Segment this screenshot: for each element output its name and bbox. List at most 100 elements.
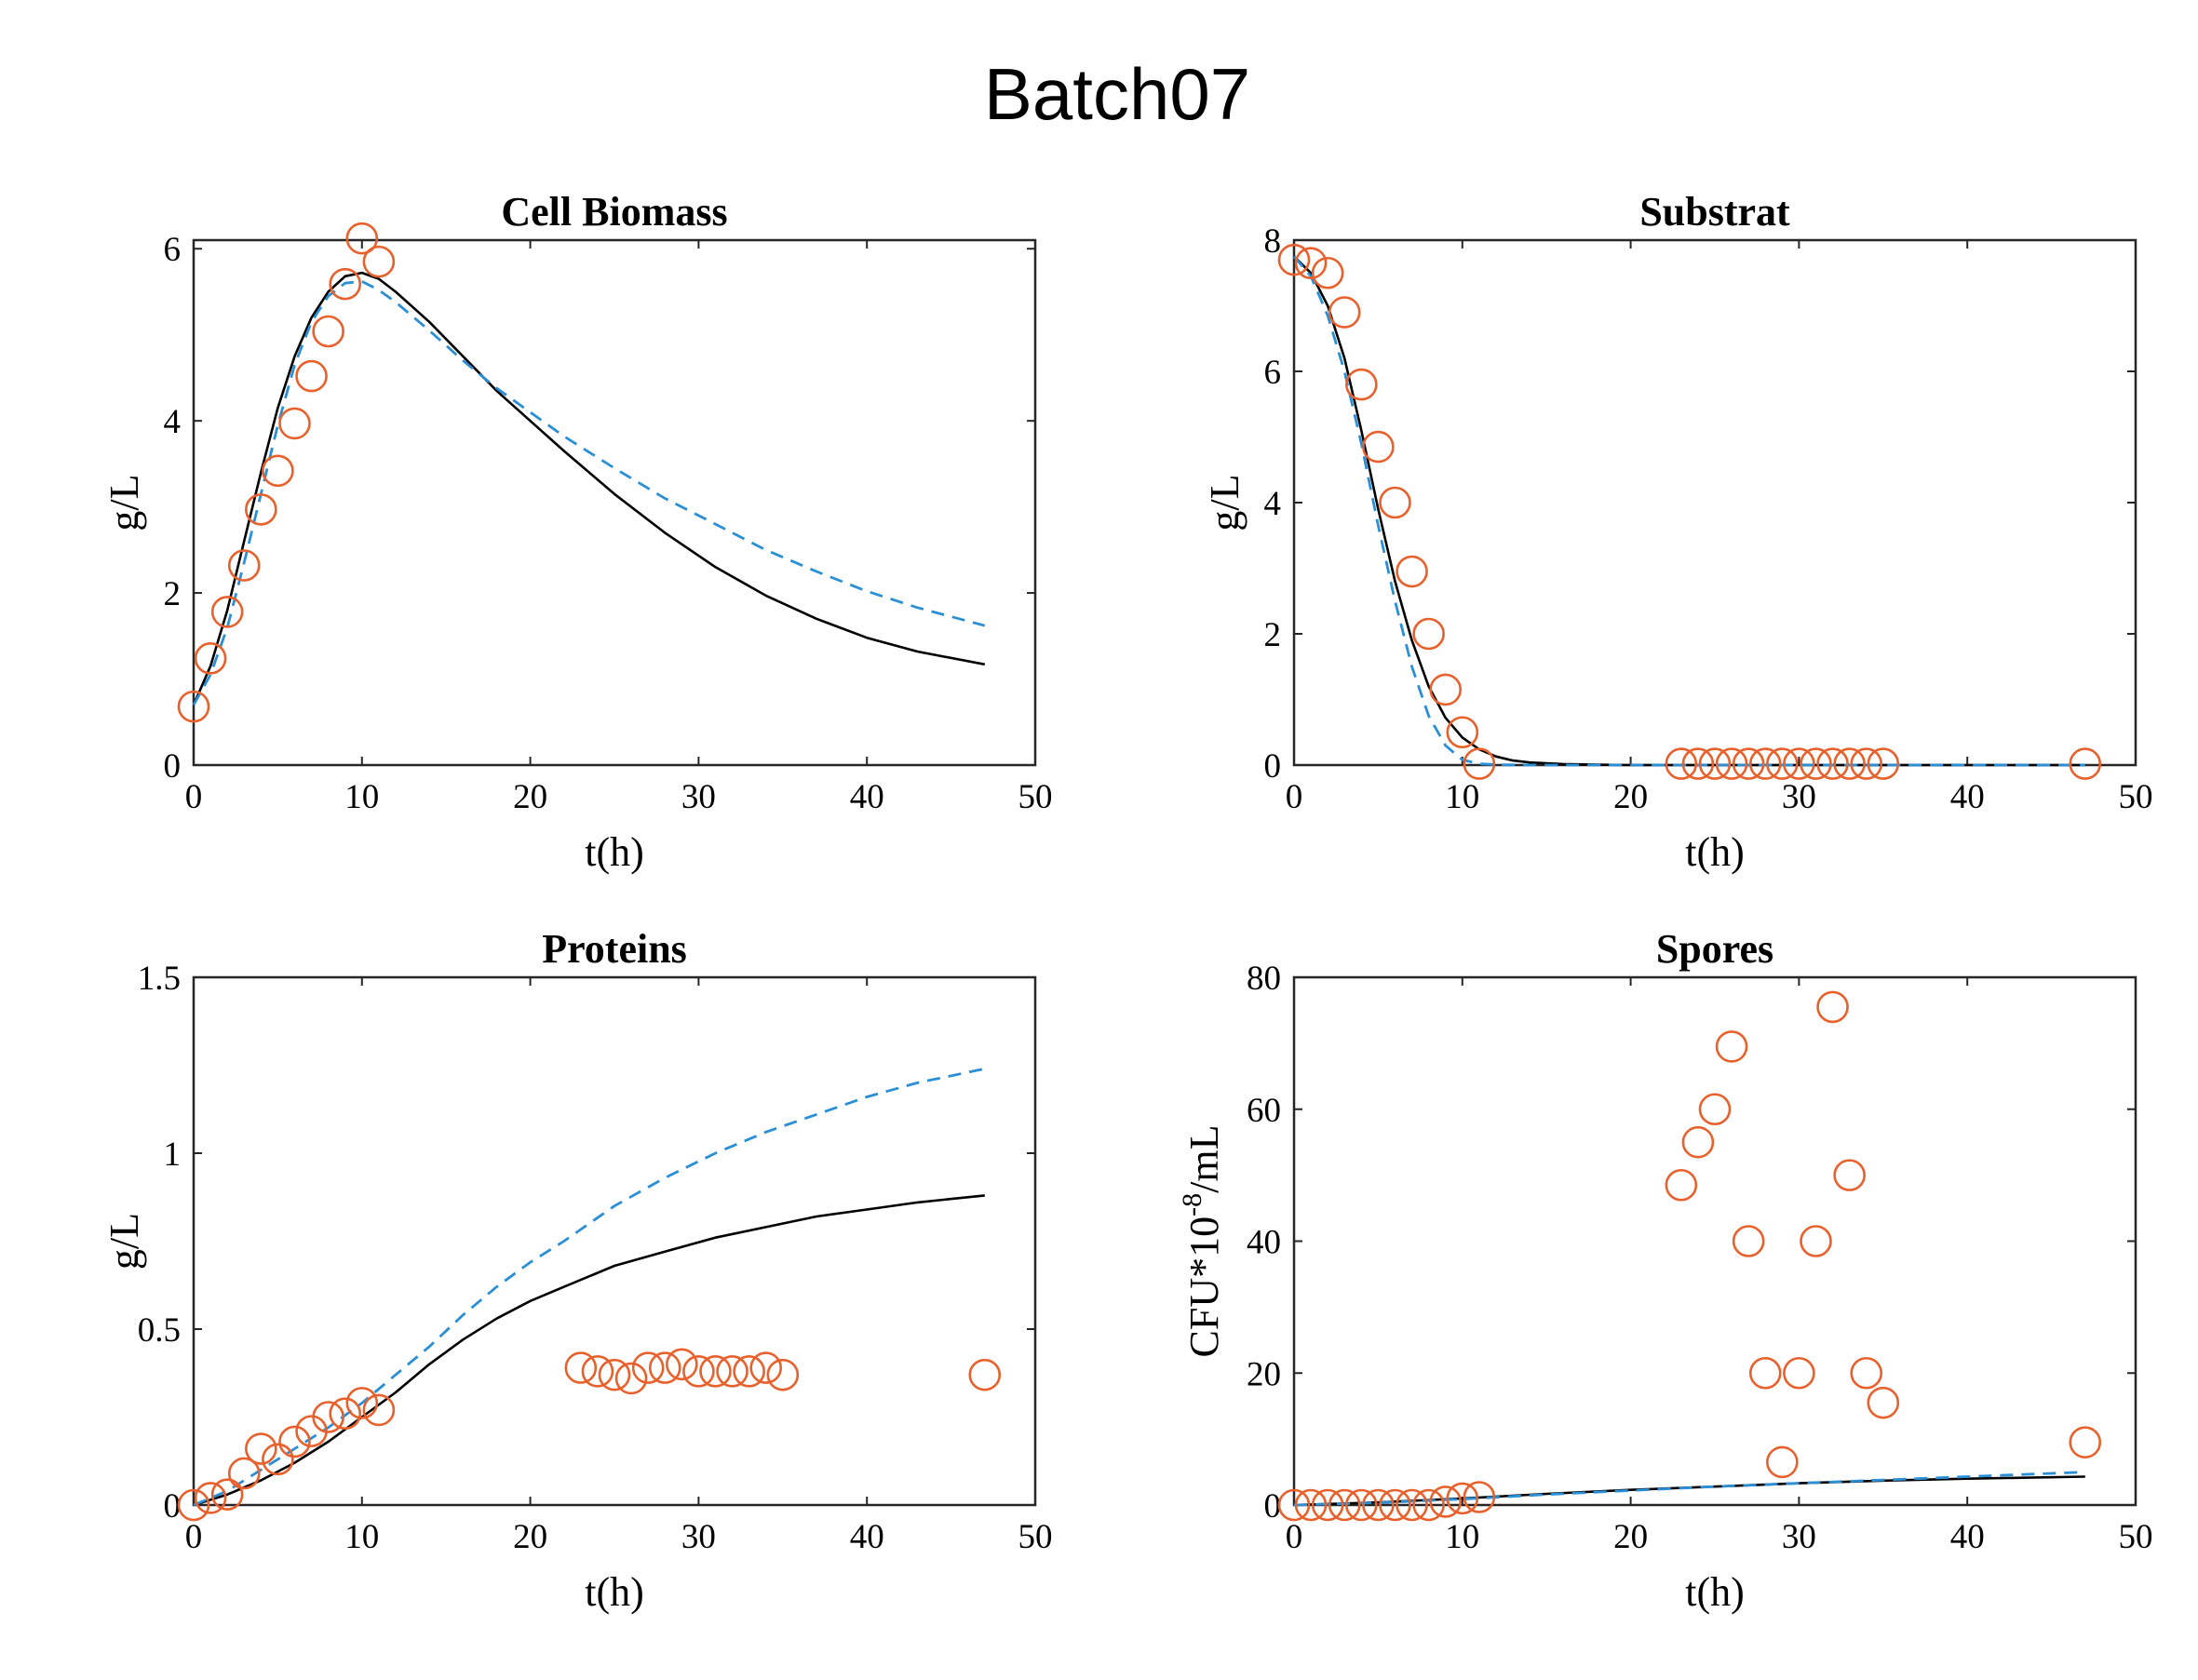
data-point	[1800, 747, 1832, 780]
data-point	[716, 1355, 748, 1388]
data-point	[194, 642, 227, 675]
data-point	[1294, 247, 1328, 279]
y-tick-label: 4	[1264, 485, 1282, 523]
y-tick-label: 4	[164, 403, 182, 441]
plot-area	[1292, 975, 2137, 1507]
data-point	[1396, 555, 1428, 588]
subplot-1: Cell Biomass 0 10 20 30 40 50 0 2 4 6 t(h) g/L	[101, 189, 1053, 875]
data-point	[1665, 1168, 1698, 1202]
data-point	[1345, 1488, 1378, 1522]
subplot-title: Substrat	[1639, 189, 1790, 235]
x-tick-label: 0	[185, 1518, 203, 1556]
x-tick-label: 50	[1018, 778, 1053, 816]
data-point	[1783, 1356, 1815, 1390]
x-tick-label: 0	[1286, 778, 1303, 816]
data-point	[1732, 747, 1765, 780]
data-point	[245, 1432, 277, 1465]
data-point	[1446, 1482, 1479, 1515]
data-point	[1850, 1356, 1883, 1390]
data-point	[682, 1355, 715, 1388]
data-point	[1328, 1488, 1361, 1522]
y-tick-label: 2	[1264, 616, 1282, 654]
y-axis-label: g/L	[101, 474, 147, 531]
x-tick-label: 40	[850, 778, 884, 816]
data-point	[177, 1488, 210, 1522]
data-point	[210, 596, 244, 628]
data-point	[968, 1358, 1002, 1391]
data-point	[749, 1351, 783, 1384]
data-point	[1379, 1488, 1411, 1522]
y-axis-label-main: CFU*10	[1181, 1216, 1227, 1358]
x-tick-label: 0	[1286, 1518, 1303, 1556]
y-axis-label-main: g/L	[101, 474, 147, 531]
data-point	[245, 493, 277, 526]
y-axis-label-unit: /mL	[1181, 1125, 1227, 1193]
plot-area	[192, 238, 1037, 767]
data-point	[1800, 1225, 1832, 1257]
data-point	[1748, 1356, 1782, 1390]
series-line-model	[1293, 1475, 2085, 1507]
x-tick-label: 40	[850, 1518, 884, 1556]
x-tick-label: 10	[1445, 1518, 1479, 1556]
data-point	[1748, 747, 1782, 780]
data-point	[666, 1348, 698, 1381]
y-tick-label: 0	[164, 1487, 182, 1525]
y-tick-label: 60	[1247, 1092, 1281, 1130]
y-axis-label: CFU*10-8/mL	[1177, 1125, 1227, 1358]
data-point	[1698, 1093, 1732, 1126]
x-tick-label: 30	[1782, 778, 1816, 816]
data-point	[1463, 747, 1496, 780]
data-point	[2069, 747, 2102, 780]
y-axis-label: g/L	[101, 1213, 147, 1270]
data-point	[1681, 1125, 1715, 1159]
x-tick-label: 30	[1782, 1518, 1816, 1556]
y-axis-label-main: g/L	[1202, 474, 1247, 531]
data-point	[262, 454, 294, 488]
x-tick-label: 10	[344, 1518, 379, 1556]
data-point	[1277, 1488, 1311, 1522]
data-point	[312, 315, 344, 348]
x-tick-label: 30	[681, 778, 716, 816]
subplot-3: Proteins 0 10 20 30 40 50 0 0.5 1 1.5 t(h) g/L	[101, 926, 1053, 1615]
data-point	[362, 245, 396, 278]
x-axis-label: t(h)	[1685, 1569, 1745, 1615]
data-point	[1715, 1030, 1748, 1063]
data-point	[1715, 747, 1748, 780]
data-point	[1698, 747, 1732, 780]
data-point	[733, 1355, 765, 1388]
y-tick-label: 2	[164, 575, 182, 613]
data-point	[1446, 716, 1479, 749]
data-point	[564, 1351, 598, 1384]
data-point	[1681, 747, 1715, 780]
data-point	[1294, 1488, 1328, 1522]
y-tick-label: 0	[1264, 1487, 1282, 1525]
data-point	[631, 1351, 665, 1384]
x-axis-label: t(h)	[585, 1569, 644, 1615]
x-tick-label: 20	[1613, 778, 1648, 816]
y-tick-label: 0.5	[138, 1311, 181, 1350]
x-tick-label: 20	[1613, 1518, 1648, 1556]
data-point	[1783, 747, 1815, 780]
data-point	[1379, 486, 1411, 519]
data-point	[699, 1355, 732, 1388]
subplot-title: Cell Biomass	[501, 189, 727, 235]
data-point	[227, 1457, 261, 1490]
x-tick-label: 20	[513, 778, 547, 816]
data-point	[362, 1393, 396, 1427]
data-point	[2069, 1426, 2102, 1458]
data-point	[1833, 1159, 1866, 1191]
data-point	[648, 1351, 681, 1384]
data-point	[1328, 296, 1361, 329]
x-tick-label: 10	[344, 778, 379, 816]
y-tick-label: 6	[1264, 354, 1282, 392]
y-axis-label-main: g/L	[101, 1213, 147, 1270]
series-line-model	[192, 271, 986, 706]
data-point	[329, 1397, 362, 1431]
data-point	[295, 359, 328, 393]
data-point	[1867, 747, 1900, 780]
data-point	[262, 1443, 294, 1476]
data-point	[1429, 673, 1463, 706]
data-point	[1850, 747, 1883, 780]
